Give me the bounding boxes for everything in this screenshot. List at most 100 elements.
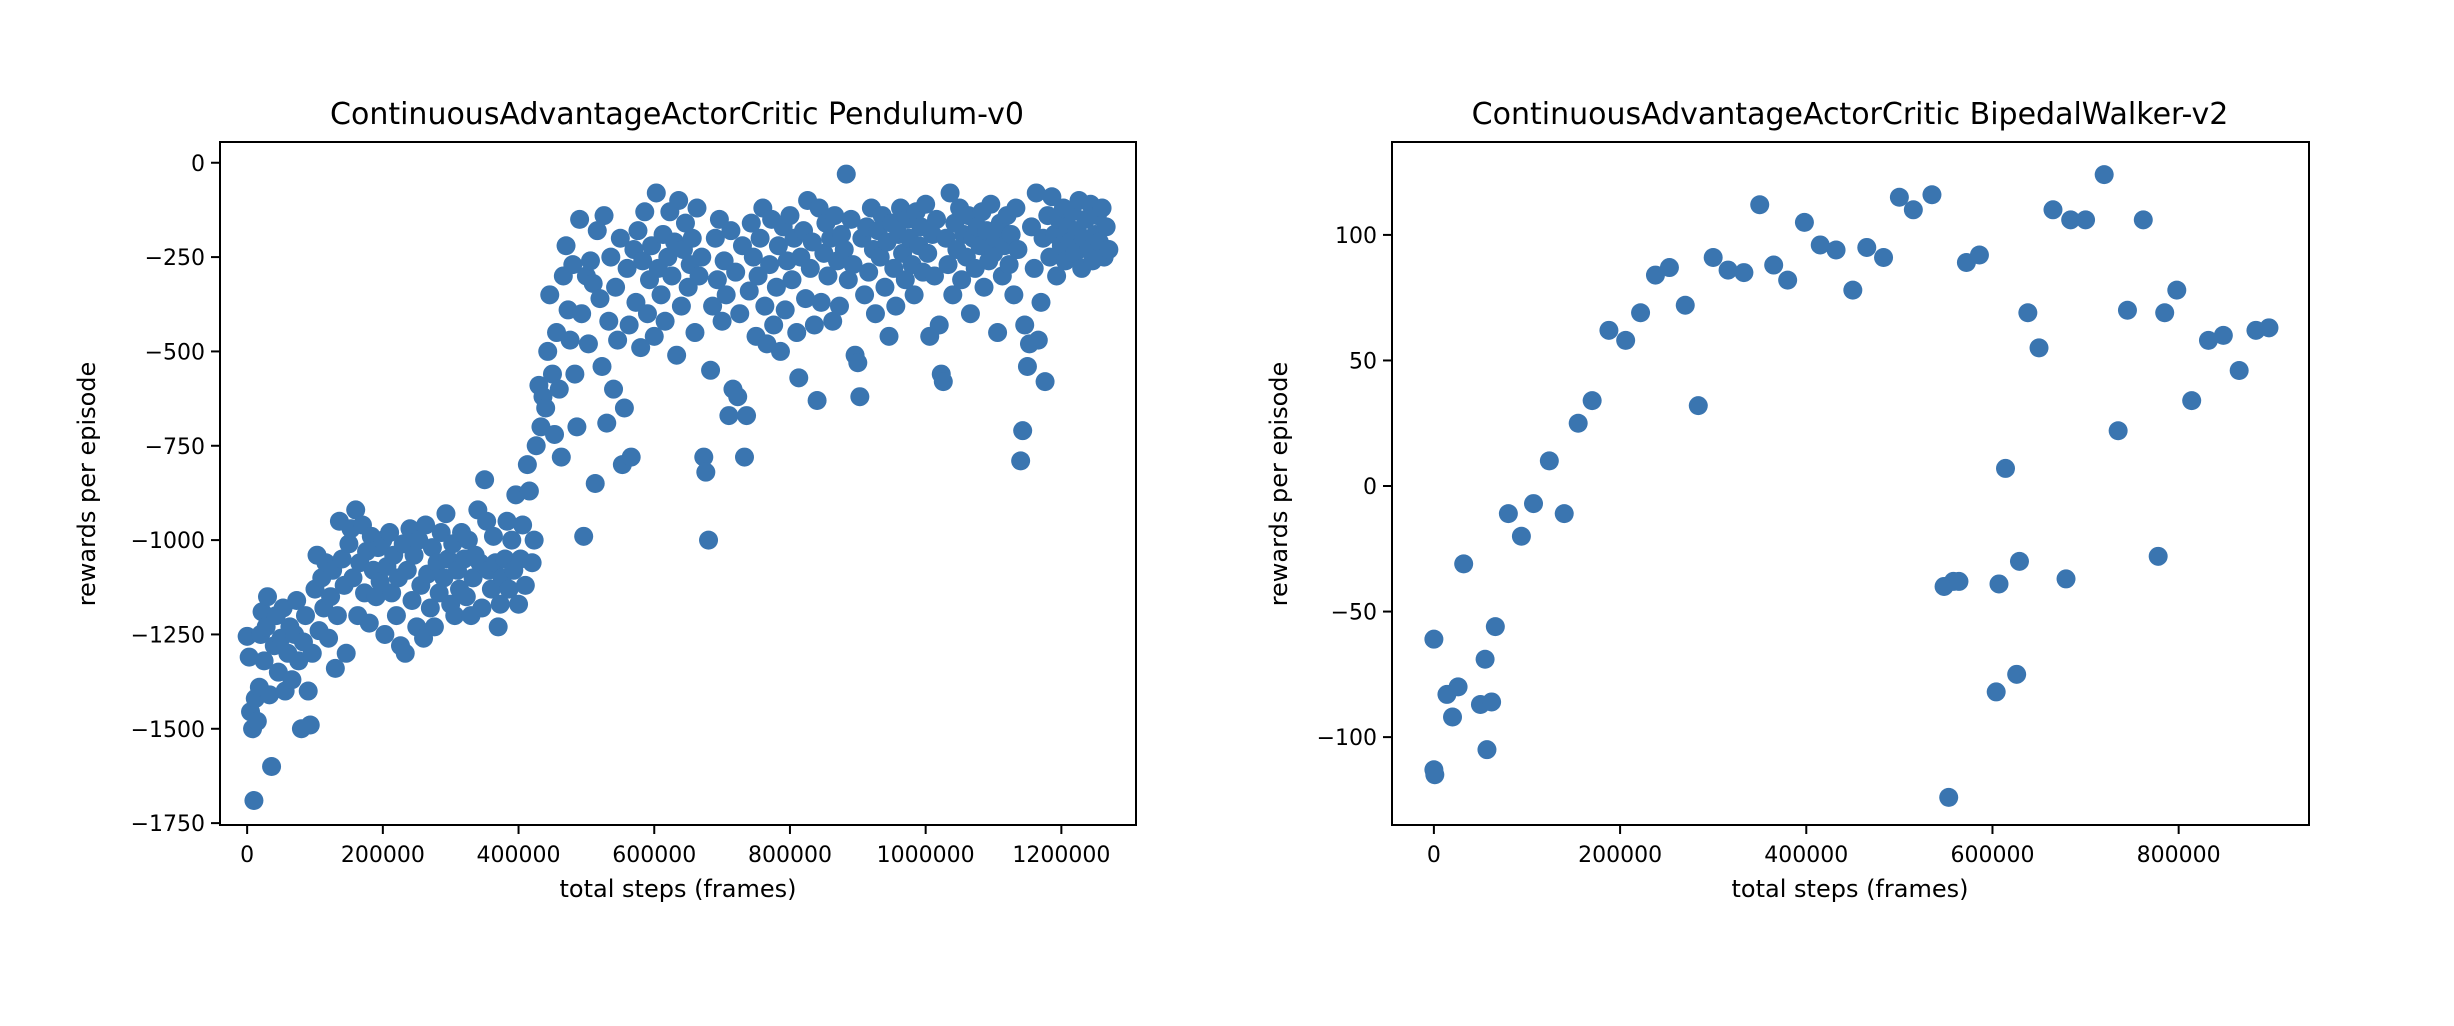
scatter-point: [1568, 413, 1588, 433]
scatter-point: [590, 289, 610, 309]
scatter-point: [1554, 504, 1574, 524]
scatter-point: [669, 190, 689, 210]
scatter-point: [1524, 494, 1544, 514]
scatter-point: [760, 255, 780, 275]
scatter-point: [617, 258, 637, 278]
scatter-point: [300, 715, 320, 735]
scatter-points: [1424, 165, 2279, 807]
scatter-point: [359, 613, 379, 633]
scatter-point: [705, 228, 725, 248]
scatter-point: [599, 311, 619, 331]
scatter-point: [870, 247, 890, 267]
scatter-point: [2182, 391, 2202, 411]
scatter-point: [1454, 554, 1474, 574]
scatter-point: [1511, 526, 1531, 546]
scatter-point: [1659, 258, 1679, 278]
scatter-point: [1015, 315, 1035, 335]
scatter-point: [606, 277, 626, 297]
scatter-point: [380, 523, 400, 543]
y-tick-label: −100: [1317, 726, 1377, 751]
scatter-point: [895, 270, 915, 290]
scatter-point: [239, 647, 259, 667]
scatter-point: [707, 270, 727, 290]
scatter-point: [2108, 421, 2128, 441]
scatter-point: [726, 262, 746, 282]
scatter-point: [1734, 263, 1754, 283]
scatter-point: [943, 285, 963, 305]
x-tick-label: 600000: [612, 843, 696, 868]
scatter-point: [254, 651, 274, 671]
scatter-point: [716, 285, 736, 305]
scatter-point: [728, 387, 748, 407]
scatter-point: [755, 296, 775, 316]
scatter-point: [730, 304, 750, 324]
scatter-point: [327, 606, 347, 626]
scatter-point: [809, 198, 829, 218]
scatter-point: [490, 594, 510, 614]
scatter-point: [685, 323, 705, 343]
scatter-point: [1477, 740, 1497, 760]
scatter-point: [1903, 200, 1923, 220]
scatter-point: [321, 587, 341, 607]
scatter-point: [841, 209, 861, 229]
chart-title: ContinuousAdvantageActorCritic BipedalWa…: [1472, 97, 2229, 132]
scatter-point: [597, 413, 617, 433]
scatter-point: [712, 311, 732, 331]
scatter-point: [295, 606, 315, 626]
scatter-point: [2007, 664, 2027, 684]
scatter-point: [366, 587, 386, 607]
scatter-point: [764, 315, 784, 335]
scatter-point: [420, 598, 440, 618]
scatter-point: [1539, 451, 1559, 471]
scatter-point: [850, 387, 870, 407]
scatter-point: [2061, 210, 2081, 230]
scatter-point: [382, 583, 402, 603]
scatter-point: [703, 296, 723, 316]
y-tick-label: −750: [145, 435, 205, 460]
scatter-point: [2229, 361, 2249, 381]
scatter-point: [741, 213, 761, 233]
scatter-point: [671, 296, 691, 316]
x-tick-label: 0: [1427, 843, 1441, 868]
scatter-point: [739, 281, 759, 301]
scatter-point: [766, 277, 786, 297]
scatter-point: [1099, 240, 1119, 260]
scatter-point: [594, 206, 614, 226]
x-tick-label: 400000: [1764, 843, 1848, 868]
scatter-point: [789, 368, 809, 388]
scatter-point: [1047, 266, 1067, 286]
y-tick-label: −1000: [131, 529, 205, 554]
x-axis-label: total steps (frames): [1732, 875, 1969, 903]
scatter-point: [658, 247, 678, 267]
scatter-point: [298, 681, 318, 701]
scatter-point: [689, 266, 709, 286]
scatter-point: [2155, 303, 2175, 323]
scatter-point: [800, 258, 820, 278]
bipedalwalker-chart: ContinuousAdvantageActorCritic BipedalWa…: [1265, 97, 2310, 903]
scatter-point: [604, 379, 624, 399]
scatter-point: [416, 515, 436, 535]
scatter-point: [692, 247, 712, 267]
scatter-point: [1475, 649, 1495, 669]
scatter-point: [646, 183, 666, 203]
scatter-point: [574, 526, 594, 546]
scatter-point: [1013, 421, 1033, 441]
scatter-point: [1448, 677, 1468, 697]
scatter-point: [2117, 300, 2137, 320]
scatter-point: [517, 455, 537, 475]
scatter-point: [1092, 198, 1112, 218]
scatter-point: [1810, 235, 1830, 255]
scatter-point: [1703, 248, 1723, 268]
scatter-point: [1718, 260, 1738, 280]
scatter-point: [1631, 303, 1651, 323]
scatter-point: [644, 326, 664, 346]
scatter-point: [488, 617, 508, 637]
scatter-point: [843, 255, 863, 275]
scatter-point: [610, 228, 630, 248]
scatter-point: [262, 757, 282, 777]
plot-frame: [1391, 141, 2310, 826]
scatter-point: [319, 628, 339, 648]
scatter-point: [545, 424, 565, 444]
scatter-point: [560, 330, 580, 350]
scatter-point: [551, 447, 571, 467]
